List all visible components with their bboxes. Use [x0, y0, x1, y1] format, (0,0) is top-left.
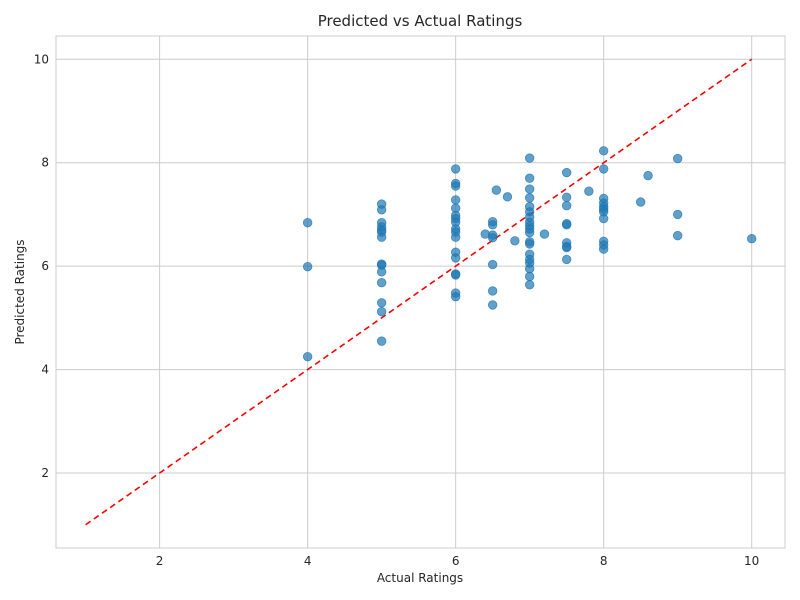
data-point	[672, 153, 683, 164]
data-point	[598, 164, 609, 174]
y-tick-label: 4	[41, 363, 49, 377]
data-point	[487, 286, 498, 296]
data-point	[561, 254, 572, 265]
y-tick-labels: 2 4 6 8 10	[34, 52, 49, 480]
data-point	[487, 232, 498, 243]
data-point	[584, 186, 594, 196]
data-point	[524, 173, 535, 183]
data-point	[376, 277, 387, 288]
reference-line	[85, 58, 753, 526]
data-point	[450, 195, 461, 205]
x-axis-label: Actual Ratings	[377, 571, 463, 585]
data-point	[524, 193, 535, 203]
data-point	[746, 234, 757, 244]
y-tick-label: 2	[41, 466, 49, 480]
data-point	[672, 230, 683, 241]
y-axis-label: Predicted Ratings	[13, 239, 27, 344]
data-point	[491, 185, 502, 195]
data-point	[524, 280, 535, 290]
y-tick-label: 6	[41, 259, 49, 273]
data-point	[598, 213, 609, 224]
data-point	[487, 259, 498, 270]
data-point	[598, 244, 609, 254]
data-point	[450, 253, 461, 263]
plot-frame	[55, 35, 786, 549]
data-point	[561, 200, 572, 211]
data-point	[524, 264, 535, 274]
data-point	[376, 306, 387, 317]
data-point	[376, 267, 387, 277]
data-point	[524, 271, 535, 282]
data-point	[672, 209, 683, 220]
x-tick-label: 2	[156, 554, 164, 568]
data-point	[450, 270, 461, 280]
x-tick-label: 4	[304, 554, 312, 568]
data-point	[643, 170, 653, 181]
y-tick-label: 8	[41, 156, 49, 170]
data-point	[502, 192, 513, 202]
data-point	[539, 229, 550, 239]
data-point	[450, 232, 461, 242]
data-point	[487, 300, 498, 310]
data-point	[561, 220, 572, 230]
data-point	[376, 298, 387, 308]
data-point	[510, 236, 520, 246]
grid	[56, 36, 785, 548]
data-point	[524, 239, 535, 249]
data-point	[561, 242, 572, 253]
data-point	[524, 227, 535, 238]
reference-line-group	[85, 58, 753, 526]
data-point	[487, 220, 498, 230]
data-point	[450, 164, 461, 174]
data-point	[450, 181, 461, 191]
data-point	[376, 205, 387, 215]
data-point	[302, 261, 313, 272]
data-point	[376, 336, 387, 346]
data-point	[561, 192, 572, 203]
data-point	[598, 146, 609, 156]
data-point	[524, 184, 535, 194]
data-point	[450, 291, 461, 302]
data-point	[302, 351, 313, 362]
x-tick-labels: 2 4 6 8 10	[156, 554, 760, 568]
data-point	[376, 232, 387, 242]
data-point	[561, 167, 572, 178]
data-point	[524, 153, 535, 163]
data-point	[635, 197, 646, 207]
x-tick-label: 10	[744, 554, 759, 568]
points-group	[302, 146, 757, 362]
x-tick-label: 6	[452, 554, 460, 568]
x-tick-label: 8	[600, 554, 608, 568]
y-tick-label: 10	[34, 52, 49, 66]
chart-title: Predicted vs Actual Ratings	[318, 12, 523, 30]
data-point	[302, 217, 313, 228]
